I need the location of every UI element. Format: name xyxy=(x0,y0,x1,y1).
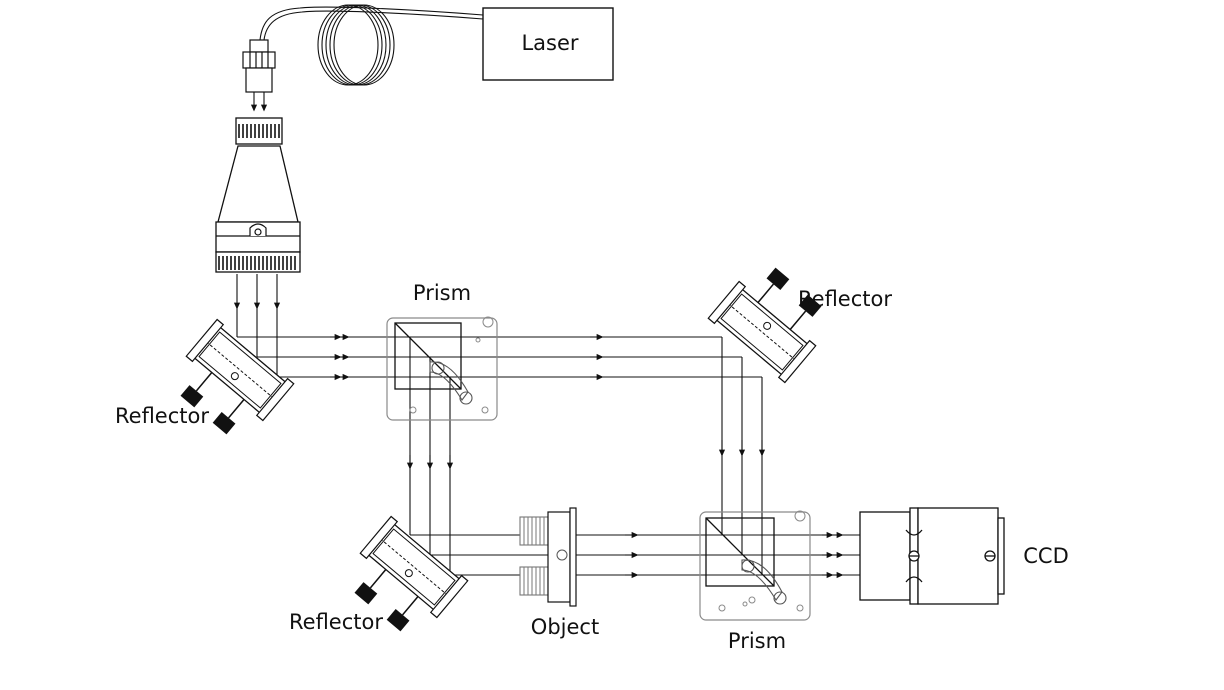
fiber-connector xyxy=(242,39,276,93)
laser-label: Laser xyxy=(521,31,578,55)
connector-arrows xyxy=(250,92,268,112)
reflector-bottom xyxy=(354,515,469,632)
prism-bottom-label: Prism xyxy=(728,629,786,653)
beam-expander xyxy=(215,117,301,273)
expander-screw xyxy=(216,223,300,237)
beam-arrowheads xyxy=(330,333,844,579)
ccd-camera xyxy=(859,507,1005,605)
object-label: Object xyxy=(531,615,599,639)
object-holder xyxy=(519,507,577,607)
expander-knurl-bottom xyxy=(218,256,296,270)
laser-source xyxy=(482,7,614,81)
reflector-left-label: Reflector xyxy=(115,404,209,428)
reflector-top-right xyxy=(707,267,822,384)
optical-fiber xyxy=(259,4,484,86)
expander-knurl-top xyxy=(238,124,280,138)
reflector-bottom-label: Reflector xyxy=(289,610,383,634)
expander-output-arrows xyxy=(233,274,281,310)
reflector-top-right-label: Reflector xyxy=(798,287,892,311)
ccd-label: CCD xyxy=(1023,544,1069,568)
prism-top-label: Prism xyxy=(413,281,471,305)
prism-bottom xyxy=(699,510,811,621)
reflector-left xyxy=(180,318,295,435)
prism-top xyxy=(386,316,498,421)
